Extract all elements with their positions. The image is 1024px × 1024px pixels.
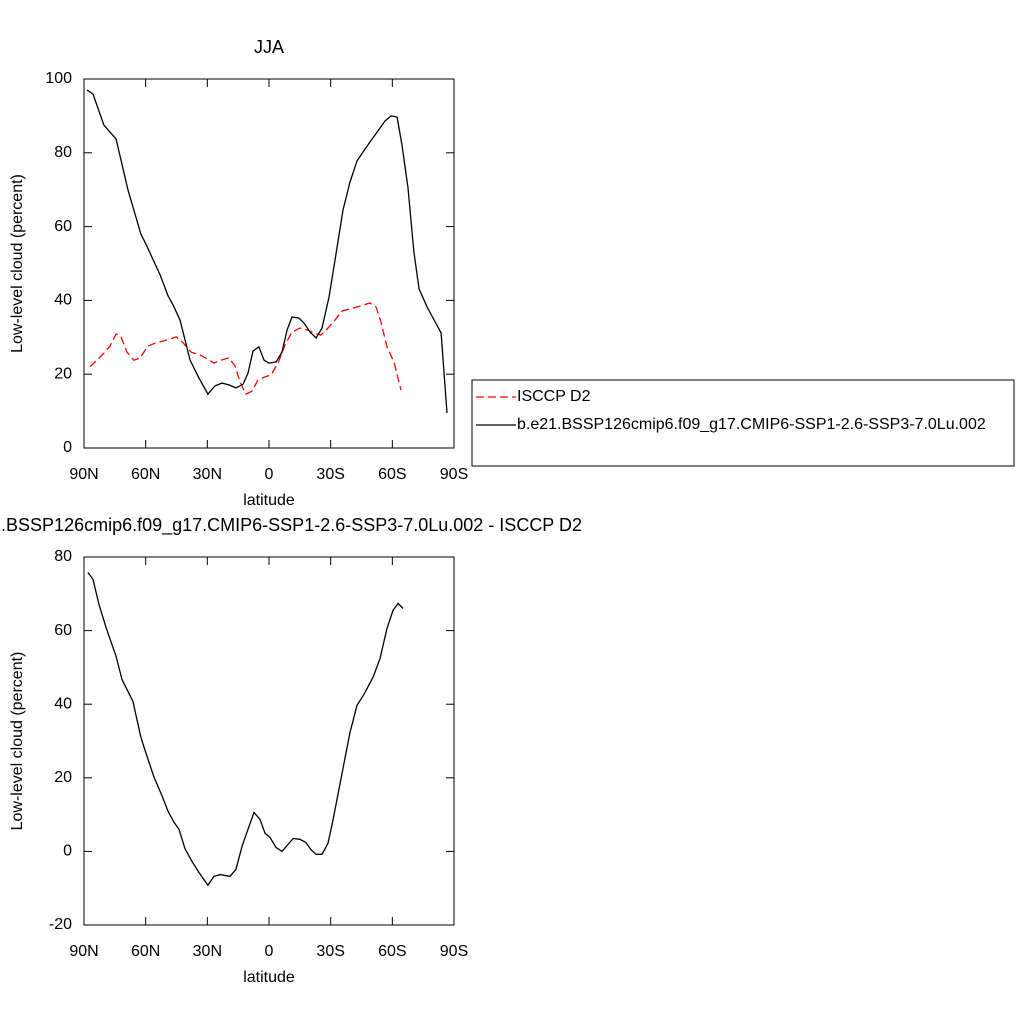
y-tick-label: 0 — [63, 439, 72, 456]
x-tick-label: 60N — [131, 466, 160, 483]
y-tick-label: -20 — [49, 916, 72, 933]
chart-title: JJA — [254, 37, 284, 57]
y-tick-label: 60 — [54, 218, 72, 235]
chart-title: b.e21.BSSP126cmip6.f09_g17.CMIP6-SSP1-2.… — [0, 515, 582, 536]
x-tick-label: 60S — [378, 943, 406, 960]
legend-box — [471, 379, 1015, 467]
y-axis-label: Low-level cloud (percent) — [9, 174, 26, 353]
x-tick-label: 30N — [193, 943, 222, 960]
x-tick-label: 30N — [193, 466, 222, 483]
plot-frame — [83, 78, 455, 449]
y-tick-label: 80 — [54, 144, 72, 161]
y-tick-label: 20 — [54, 769, 72, 786]
x-axis-label: latitude — [243, 492, 295, 509]
x-tick-label: 90N — [69, 466, 98, 483]
x-tick-label: 90N — [69, 943, 98, 960]
y-tick-label: 20 — [54, 365, 72, 382]
x-tick-label: 0 — [265, 466, 274, 483]
y-tick-label: 60 — [54, 622, 72, 639]
y-axis-label: Low-level cloud (percent) — [9, 652, 26, 831]
series-line — [89, 302, 402, 395]
legend-label: b.e21.BSSP126cmip6.f09_g17.CMIP6-SSP1-2.… — [517, 416, 986, 433]
plot-frame — [83, 556, 455, 926]
series-line — [86, 89, 448, 413]
series-line — [87, 572, 404, 887]
x-tick-label: 30S — [316, 466, 344, 483]
y-tick-label: 40 — [54, 695, 72, 712]
x-tick-label: 60N — [131, 943, 160, 960]
legend-label: ISCCP D2 — [517, 388, 591, 405]
x-tick-label: 60S — [378, 466, 406, 483]
y-tick-label: 40 — [54, 292, 72, 309]
x-tick-label: 90S — [440, 466, 468, 483]
x-axis-label: latitude — [243, 969, 295, 986]
y-tick-label: 100 — [45, 70, 72, 87]
y-tick-label: 80 — [54, 548, 72, 565]
x-tick-label: 30S — [316, 943, 344, 960]
y-tick-label: 0 — [63, 843, 72, 860]
x-tick-label: 90S — [440, 943, 468, 960]
x-tick-label: 0 — [265, 943, 274, 960]
